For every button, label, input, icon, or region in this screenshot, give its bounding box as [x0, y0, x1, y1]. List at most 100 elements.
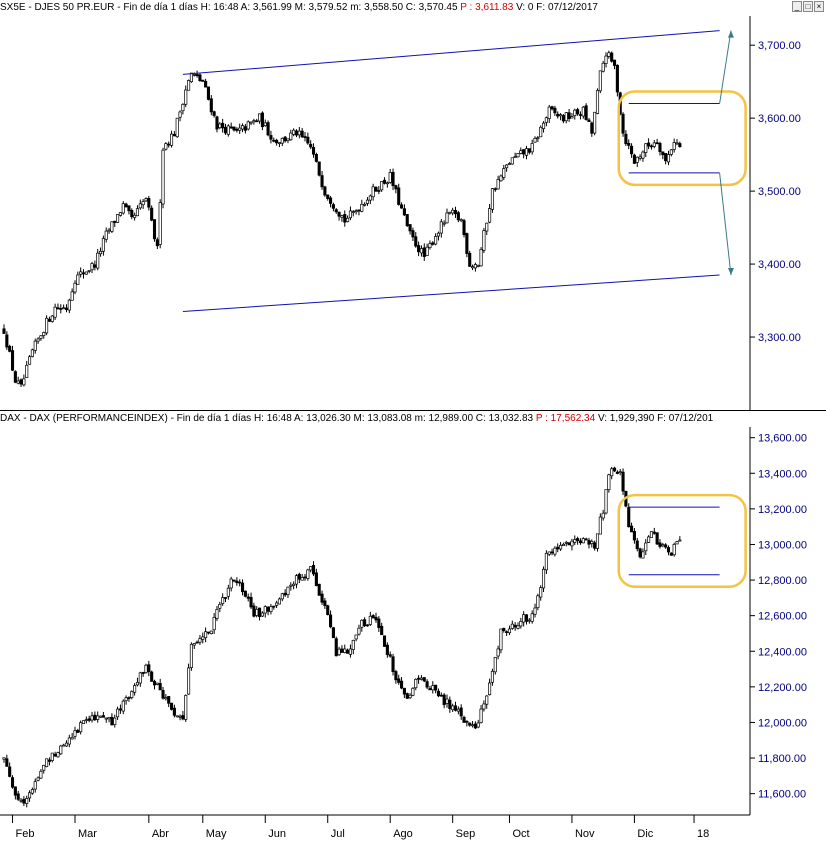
- title-field: M: 3,579.52: [294, 2, 351, 13]
- candle-body: [394, 671, 398, 681]
- candle-body: [326, 194, 330, 199]
- candle-body: [664, 544, 668, 548]
- candle-body: [81, 272, 86, 275]
- candle-body: [286, 586, 290, 595]
- candle-body: [8, 345, 12, 352]
- title-field: SX5E - DJES 50 PR.EUR - Fin de día 1 día…: [0, 2, 201, 13]
- candle-body: [584, 538, 588, 541]
- candle-body: [470, 266, 475, 269]
- candle-body: [5, 334, 9, 348]
- candle-body: [59, 745, 63, 755]
- x-tick-label: Dic: [637, 828, 653, 840]
- candle-body: [127, 205, 131, 212]
- candle-body: [499, 628, 503, 651]
- candle-body: [16, 793, 20, 800]
- candle-body: [152, 219, 157, 240]
- title-field: m: 3,558.50: [350, 2, 406, 13]
- candle-body: [306, 569, 310, 579]
- candle-body: [516, 625, 520, 629]
- candle-body: [499, 175, 503, 182]
- candle-body: [527, 148, 531, 153]
- candle-body: [465, 720, 469, 723]
- candle-body: [354, 210, 358, 213]
- y-tick-label: 13,000.00: [758, 539, 807, 551]
- candle-body: [311, 146, 316, 155]
- candle-body: [394, 185, 398, 190]
- candle-body: [258, 113, 262, 122]
- title-field: H: 16:48: [200, 2, 241, 13]
- candle-body: [334, 209, 338, 213]
- candle-body: [422, 247, 426, 257]
- candle-body: [666, 547, 671, 553]
- title-field: A: 3,561.99: [240, 2, 295, 13]
- candle-body: [107, 716, 111, 720]
- sx5e-chart[interactable]: 3,300.00 3,400.00 3,500.00 3,600.00 3,700.00: [0, 16, 826, 410]
- close-icon[interactable]: ×: [814, 1, 824, 12]
- minimize-icon[interactable]: _: [792, 1, 802, 12]
- candle-body: [161, 149, 165, 205]
- candle-body: [124, 203, 128, 208]
- candle-body: [672, 142, 676, 150]
- candle-body: [581, 106, 585, 117]
- candle-body: [652, 531, 656, 534]
- x-tick-label: Sep: [456, 828, 476, 840]
- candle-body: [297, 130, 301, 136]
- candle-body: [204, 80, 208, 88]
- sx5e-title-bar: SX5E - DJES 50 PR.EUR - Fin de día 1 día…: [0, 0, 826, 15]
- y-tick-label: 12,200.00: [758, 682, 807, 694]
- candle-body: [519, 150, 523, 154]
- candle-body: [675, 541, 679, 545]
- candle-body: [479, 708, 483, 723]
- candle-body: [209, 98, 213, 113]
- candle-body: [419, 677, 423, 680]
- candle-body: [479, 248, 483, 267]
- candle-body: [564, 112, 568, 122]
- candle-body: [150, 671, 154, 682]
- candle-body: [601, 62, 605, 72]
- candle-body: [630, 525, 634, 533]
- candle-body: [187, 80, 191, 91]
- candle-body: [544, 117, 548, 123]
- candle-body: [184, 89, 188, 105]
- candle-body: [351, 639, 355, 650]
- candle-body: [238, 127, 242, 131]
- candle-body: [644, 143, 648, 153]
- x-tick-label: Jul: [331, 828, 345, 840]
- candle-body: [451, 705, 455, 711]
- candle-body: [269, 135, 273, 140]
- candle-body: [172, 133, 176, 137]
- candle-body: [240, 125, 245, 130]
- maximize-icon[interactable]: □: [803, 1, 813, 12]
- candle-body: [624, 133, 628, 145]
- candle-body: [98, 715, 103, 718]
- candle-body: [442, 222, 446, 225]
- candle-body: [425, 681, 429, 688]
- candle-body: [226, 125, 230, 135]
- candle-body: [113, 220, 117, 223]
- candle-body: [178, 715, 182, 718]
- x-tick-label: 18: [697, 828, 709, 840]
- candle-body: [638, 548, 642, 558]
- candle-body: [33, 781, 37, 790]
- dax-chart[interactable]: 11,600.00 11,800.00 12,000.00 12,200.00 12,4…: [0, 427, 826, 841]
- candle-body: [559, 544, 563, 550]
- candle-body: [661, 151, 665, 156]
- candle-body: [371, 615, 375, 619]
- candle-body: [67, 299, 71, 311]
- candle-body: [297, 573, 301, 580]
- candle-body: [101, 715, 105, 718]
- candle-body: [169, 702, 174, 710]
- y-tick-label: 13,600.00: [758, 433, 807, 445]
- candle-body: [360, 619, 364, 628]
- candle-body: [19, 799, 23, 802]
- candle-body: [150, 207, 154, 221]
- candle-body: [212, 617, 216, 631]
- candle-body: [204, 631, 208, 639]
- channel-lower-line: [182, 274, 720, 312]
- candle-body: [147, 664, 151, 673]
- candle-body: [280, 593, 284, 600]
- candle-body: [104, 230, 108, 240]
- candle-body: [510, 623, 514, 629]
- candle-body: [434, 684, 438, 691]
- candle-body: [22, 378, 26, 386]
